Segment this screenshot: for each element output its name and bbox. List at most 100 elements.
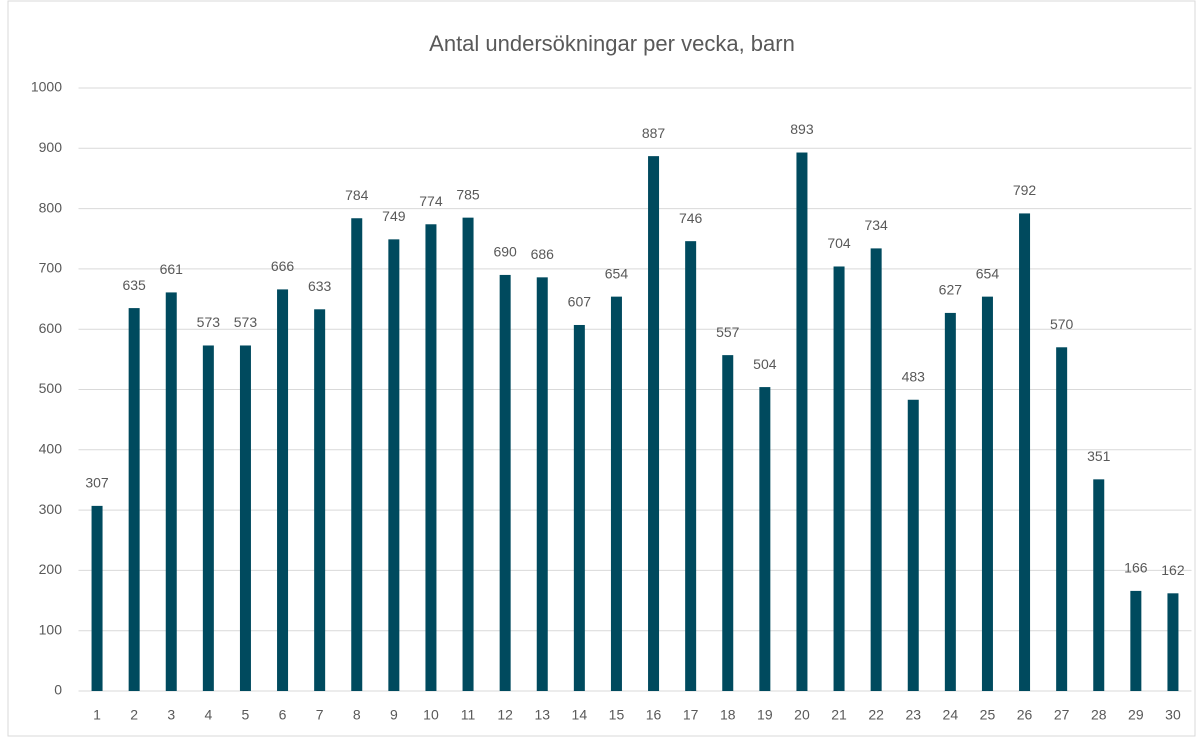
y-tick-label: 0 — [54, 682, 62, 698]
x-tick-label: 12 — [497, 707, 513, 723]
data-label: 557 — [716, 324, 740, 340]
x-tick-label: 15 — [609, 707, 625, 723]
bar — [1019, 213, 1031, 691]
bar — [722, 355, 734, 691]
bar — [202, 345, 214, 691]
bar — [685, 241, 697, 692]
bar — [499, 274, 511, 691]
y-tick-label: 200 — [39, 561, 63, 577]
bar — [944, 312, 956, 691]
data-label: 654 — [976, 265, 1000, 281]
bar — [833, 266, 845, 691]
x-tick-label: 10 — [423, 707, 439, 723]
data-label: 893 — [790, 121, 814, 137]
data-label: 607 — [568, 294, 592, 310]
x-tick-label: 7 — [316, 707, 324, 723]
x-tick-label: 8 — [353, 707, 361, 723]
chart-frame — [7, 0, 1196, 737]
data-label: 746 — [679, 210, 703, 226]
data-label: 749 — [382, 208, 406, 224]
x-tick-label: 29 — [1128, 707, 1144, 723]
bar — [462, 217, 474, 691]
bar — [907, 399, 919, 691]
data-label: 504 — [753, 356, 777, 372]
y-tick-label: 100 — [39, 621, 63, 637]
data-label: 690 — [493, 244, 517, 260]
bar — [128, 308, 140, 691]
y-tick-label: 800 — [39, 199, 63, 215]
bar — [981, 296, 993, 691]
y-tick-label: 500 — [39, 380, 63, 396]
x-tick-label: 30 — [1165, 707, 1181, 723]
bar — [610, 296, 622, 691]
data-label: 627 — [939, 282, 963, 298]
bar — [648, 156, 660, 691]
x-tick-label: 25 — [980, 707, 996, 723]
bar — [351, 218, 363, 692]
bar — [536, 277, 548, 691]
x-tick-label: 1 — [93, 707, 101, 723]
data-label: 573 — [197, 314, 221, 330]
x-tick-label: 11 — [461, 707, 476, 723]
x-tick-label: 17 — [683, 707, 699, 723]
x-tick-label: 14 — [572, 707, 588, 723]
bar — [239, 345, 251, 691]
y-tick-label: 400 — [39, 441, 63, 457]
x-tick-label: 27 — [1054, 707, 1070, 723]
x-tick-label: 23 — [905, 707, 921, 723]
bar — [1093, 479, 1105, 691]
x-tick-label: 3 — [167, 707, 175, 723]
bar — [1130, 590, 1142, 691]
data-label: 635 — [122, 277, 146, 293]
data-label: 570 — [1050, 316, 1074, 332]
data-label: 704 — [827, 235, 851, 251]
bar — [573, 324, 585, 691]
bar — [425, 224, 437, 691]
data-label: 661 — [160, 261, 184, 277]
y-tick-label: 900 — [39, 139, 63, 155]
data-label: 887 — [642, 125, 666, 141]
y-tick-label: 300 — [39, 501, 63, 517]
x-tick-label: 22 — [868, 707, 884, 723]
y-tick-label: 1000 — [31, 79, 62, 95]
x-tick-label: 26 — [1017, 707, 1033, 723]
data-label: 654 — [605, 265, 629, 281]
x-tick-label: 19 — [757, 707, 773, 723]
bar — [796, 152, 808, 691]
x-tick-label: 9 — [390, 707, 398, 723]
data-label: 162 — [1161, 562, 1185, 578]
bar — [1167, 593, 1179, 691]
bar — [91, 505, 103, 691]
x-tick-label: 24 — [943, 707, 959, 723]
data-label: 784 — [345, 187, 369, 203]
chart-title: Antal undersökningar per vecka, barn — [429, 31, 795, 56]
bar — [1056, 347, 1068, 691]
x-tick-label: 5 — [242, 707, 250, 723]
data-label: 666 — [271, 258, 295, 274]
data-label: 785 — [456, 186, 480, 202]
x-tick-label: 4 — [204, 707, 212, 723]
data-label: 734 — [864, 217, 888, 233]
bar — [870, 248, 882, 691]
bar — [165, 292, 177, 691]
y-tick-label: 600 — [39, 320, 63, 336]
data-label: 573 — [234, 314, 258, 330]
bar — [277, 289, 289, 691]
data-label: 166 — [1124, 560, 1148, 576]
x-tick-label: 13 — [534, 707, 550, 723]
data-label: 483 — [902, 368, 926, 384]
data-label: 351 — [1087, 448, 1111, 464]
data-label: 774 — [419, 193, 443, 209]
x-tick-label: 2 — [130, 707, 138, 723]
x-tick-label: 6 — [279, 707, 287, 723]
data-label: 792 — [1013, 182, 1037, 198]
y-tick-label: 700 — [39, 260, 63, 276]
bar — [759, 387, 771, 691]
data-label: 633 — [308, 278, 332, 294]
x-tick-label: 18 — [720, 707, 736, 723]
data-label: 686 — [531, 246, 555, 262]
x-tick-label: 16 — [646, 707, 662, 723]
bar — [314, 309, 326, 691]
